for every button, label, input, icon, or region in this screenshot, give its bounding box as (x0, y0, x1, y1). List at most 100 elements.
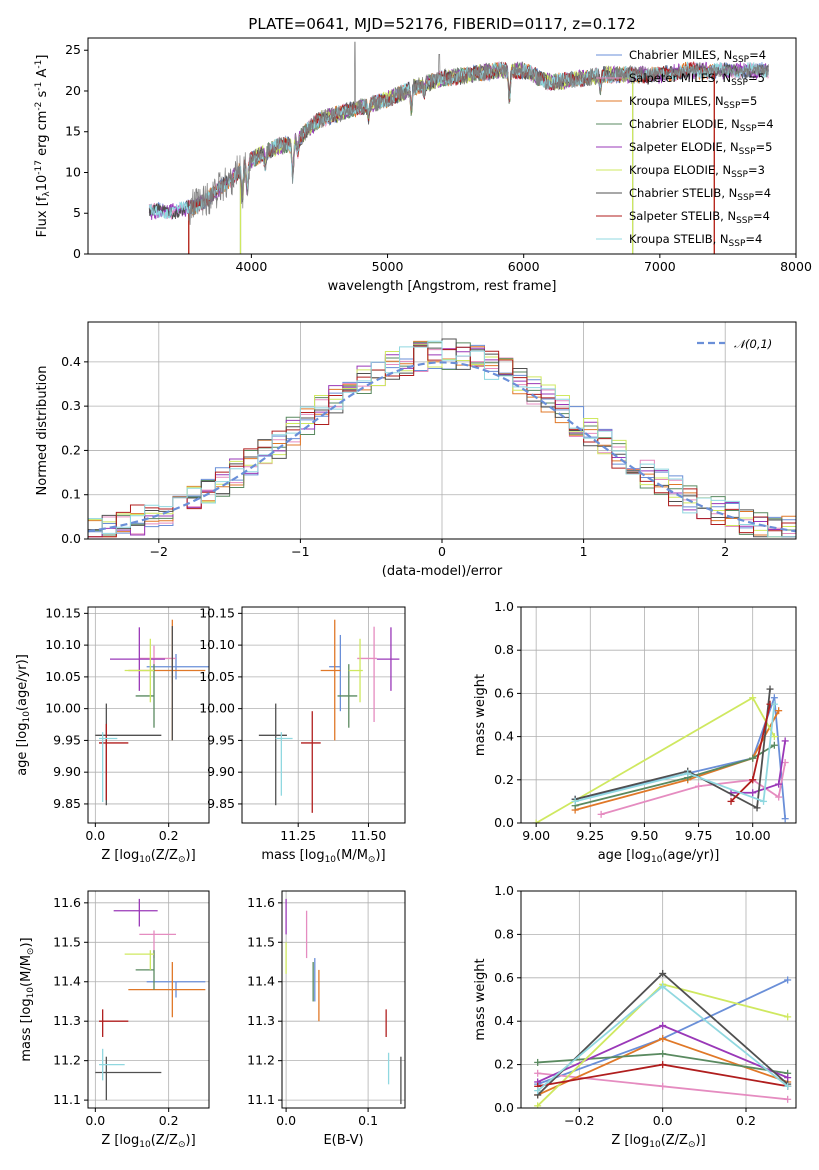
y-tick-label: 20 (65, 83, 81, 98)
weight-line (535, 696, 776, 823)
x-tick-label: 0.0 (85, 1113, 105, 1128)
y-tick-label: 9.85 (207, 796, 235, 811)
weight-vs-Z-panel: −0.2 0.0 0.2 0.0 0.2 0.4 0.6 0.8 1.0 Z [log10​(Z/… (473, 883, 797, 1150)
y-tick-label: 10.05 (199, 669, 235, 684)
x-tick-label: 10.00 (735, 828, 771, 843)
axes-frame (520, 890, 797, 1109)
x-tick-label: 2 (721, 544, 729, 559)
x-tick-label: 0.0 (85, 828, 105, 843)
legend-label: Chabrier ELODIE, NSSP​=4 (629, 117, 774, 134)
y-tick-label: 11.2 (53, 1053, 81, 1068)
y-axis-label: Normed distribution (35, 366, 50, 496)
axes-frame (87, 890, 210, 1109)
plot-layer: 4000 5000 6000 7000 80000510152025wavelength… (15, 37, 812, 1150)
y-tick-label: 1.0 (494, 599, 514, 614)
x-tick-label: 0.2 (159, 1113, 179, 1128)
y-tick-label: 0.2 (494, 772, 514, 787)
spectrum-legend: Chabrier MILES, NSSP​=4 Salpeter MILES, N… (596, 48, 774, 249)
y-tick-label: 9.95 (207, 732, 235, 747)
x-tick-label: 0.2 (159, 828, 179, 843)
mass-vs-EBV-panel: 0.0 0.1 11.1 11.2 11.3 11.4 11.5 11.6 E(B-V) (247, 890, 406, 1148)
y-tick-label: 0.0 (494, 1100, 514, 1115)
y-tick-label: 1.0 (494, 883, 514, 898)
axes-frame (87, 606, 210, 824)
x-axis-label: mass [log10​(M/M⊙​)] (261, 848, 385, 865)
y-tick-label: 0.1 (61, 487, 81, 502)
legend-label: 𝒩(0,1) (734, 337, 772, 351)
axes-frame (241, 606, 406, 824)
observed-spectrum-line (188, 41, 769, 225)
weight-line (574, 704, 776, 803)
y-tick-label: 0.0 (61, 531, 81, 546)
y-tick-label: 9.90 (53, 764, 81, 779)
y-tick-label: 0.6 (494, 685, 514, 700)
y-tick-label: 0.8 (494, 926, 514, 941)
x-axis-label: Z [log10​(Z/Z⊙​)] (101, 1133, 195, 1150)
legend-label: Salpeter ELODIE, NSSP​=5 (629, 140, 772, 157)
y-tick-label: 11.6 (247, 895, 275, 910)
legend-label: Kroupa STELIB, NSSP​=4 (629, 232, 762, 249)
y-tick-label: 10.10 (199, 637, 235, 652)
y-tick-label: 11.1 (53, 1092, 81, 1107)
y-tick-label: 0 (73, 246, 81, 261)
y-tick-label: 11.4 (247, 974, 275, 989)
mass-vs-Z-panel: 0.0 0.2 11.1 11.2 11.3 11.4 11.5 11.6 Z [log10​(… (19, 890, 210, 1150)
normal-reference-curve (88, 361, 796, 533)
weight-vs-age-panel: 9.00 9.25 9.50 9.75 10.00 0.0 0.2 0.4 0.6 0.8 1.0 a… (473, 599, 797, 865)
x-axis-label: wavelength [Angstrom, rest frame] (328, 279, 557, 294)
y-tick-label: 0.0 (494, 815, 514, 830)
y-tick-label: 11.3 (247, 1013, 275, 1028)
y-tick-label: 9.95 (53, 732, 81, 747)
mass-vs-EBV-marks (285, 898, 402, 1105)
x-tick-label: 0.0 (653, 1113, 673, 1128)
x-tick-label: 9.25 (576, 828, 604, 843)
mass-vs-Z-marks (95, 898, 206, 1101)
x-axis-label: Z [log10​(Z/Z⊙​)] (611, 1133, 705, 1150)
y-tick-label: 11.1 (247, 1092, 275, 1107)
x-tick-label: 9.75 (685, 828, 713, 843)
weight-vs-Z-marks (534, 969, 792, 1108)
legend-label: Chabrier STELIB, NSSP​=4 (629, 186, 771, 203)
legend-label: Kroupa MILES, NSSP​=5 (629, 94, 757, 111)
age-vs-mass-marks (258, 619, 400, 813)
y-tick-label: 0.6 (494, 970, 514, 985)
x-tick-label: 11.50 (351, 828, 387, 843)
y-axis-label: Flux [fλ​10-17​ erg cm-2​ s-1​ A-1​] (34, 55, 52, 238)
y-tick-label: 25 (65, 42, 81, 57)
y-axis-label: age [log10​(age/yr)] (15, 654, 32, 776)
x-tick-label: 9.00 (522, 828, 550, 843)
y-axis-label: mass [log10​(M/M⊙​)] (19, 937, 36, 1061)
y-tick-label: 10 (65, 164, 81, 179)
y-tick-label: 10.15 (45, 605, 81, 620)
x-axis-label: (data-model)/error (382, 564, 503, 579)
weight-line (574, 688, 771, 810)
histogram-step (88, 340, 796, 539)
x-tick-label: 5000 (372, 259, 404, 274)
x-tick-label: 0 (438, 544, 446, 559)
axes-frame (281, 890, 406, 1109)
y-axis-label: mass weight (473, 958, 488, 1040)
y-tick-label: 9.85 (53, 796, 81, 811)
legend-label: Salpeter STELIB, NSSP​=4 (629, 209, 770, 226)
y-tick-label: 11.4 (53, 974, 81, 989)
y-tick-label: 10.15 (199, 605, 235, 620)
y-tick-label: 0.4 (61, 354, 81, 369)
y-tick-label: 11.2 (247, 1053, 275, 1068)
y-tick-label: 0.8 (494, 642, 514, 657)
y-tick-label: 10.00 (45, 701, 81, 716)
y-tick-label: 10.10 (45, 637, 81, 652)
x-axis-label: age [log10​(age/yr)] (598, 848, 720, 865)
y-tick-label: 0.4 (494, 729, 514, 744)
legend-label: Kroupa ELODIE, NSSP​=3 (629, 163, 765, 180)
residuals-panel: −2 −1 0 1 2 0.0 0.1 0.2 0.3 0.4 (data-model)/error… (35, 321, 797, 579)
x-tick-label: 9.50 (631, 828, 659, 843)
x-tick-label: −2 (150, 544, 168, 559)
residuals-marks (88, 338, 796, 539)
spectrum-panel: 4000 5000 6000 7000 8000 0 5 10 15 20 25 wavelength… (34, 37, 812, 294)
axes-frame (87, 321, 797, 540)
y-tick-label: 0.4 (494, 1013, 514, 1028)
y-tick-label: 11.6 (53, 895, 81, 910)
spectrum-marks (148, 41, 769, 254)
x-axis-label: Z [log10​(Z/Z⊙​)] (101, 848, 195, 865)
